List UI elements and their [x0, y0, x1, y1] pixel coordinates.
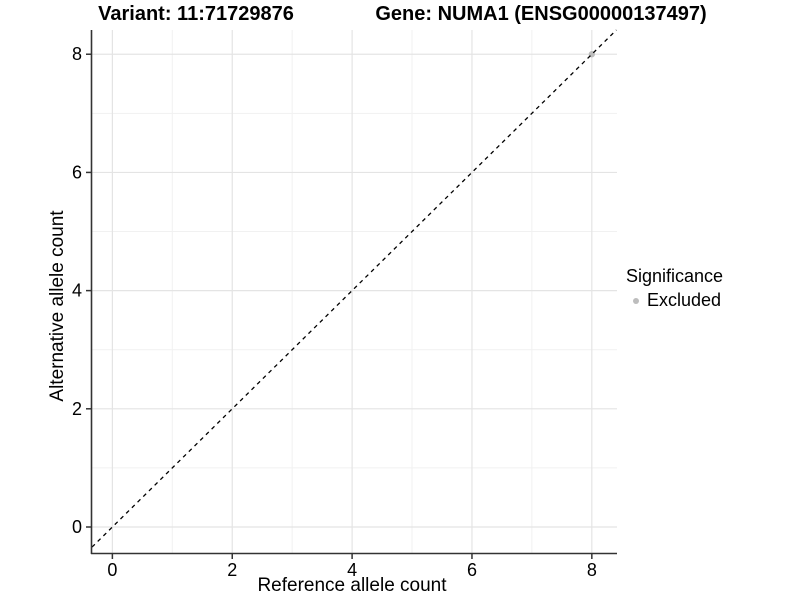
- y-tick-label: 0: [72, 517, 82, 537]
- y-tick-label: 4: [72, 281, 82, 301]
- x-tick-label: 8: [587, 560, 597, 580]
- x-tick-label: 0: [107, 560, 117, 580]
- plot-title-gene: Gene: NUMA1 (ENSG00000137497): [375, 3, 707, 25]
- legend-dot-icon: [633, 297, 639, 304]
- x-tick-label: 2: [227, 560, 237, 580]
- identity-dashed-line: [91, 29, 617, 548]
- plot-title-variant: Variant: 11:71729876: [98, 3, 294, 25]
- x-axis-title: Reference allele count: [257, 575, 447, 596]
- legend-item-label: Excluded: [647, 290, 722, 310]
- y-axis-title: Alternative allele count: [47, 210, 68, 402]
- legend: Significance Excluded: [626, 266, 723, 311]
- y-tick-label: 8: [72, 44, 82, 64]
- y-tick-label: 2: [72, 399, 82, 419]
- x-tick-label: 4: [347, 560, 357, 580]
- legend-item-excluded: Excluded: [626, 290, 723, 311]
- x-tick-label: 6: [467, 560, 477, 580]
- legend-title: Significance: [626, 266, 724, 286]
- y-tick-label: 6: [72, 162, 82, 182]
